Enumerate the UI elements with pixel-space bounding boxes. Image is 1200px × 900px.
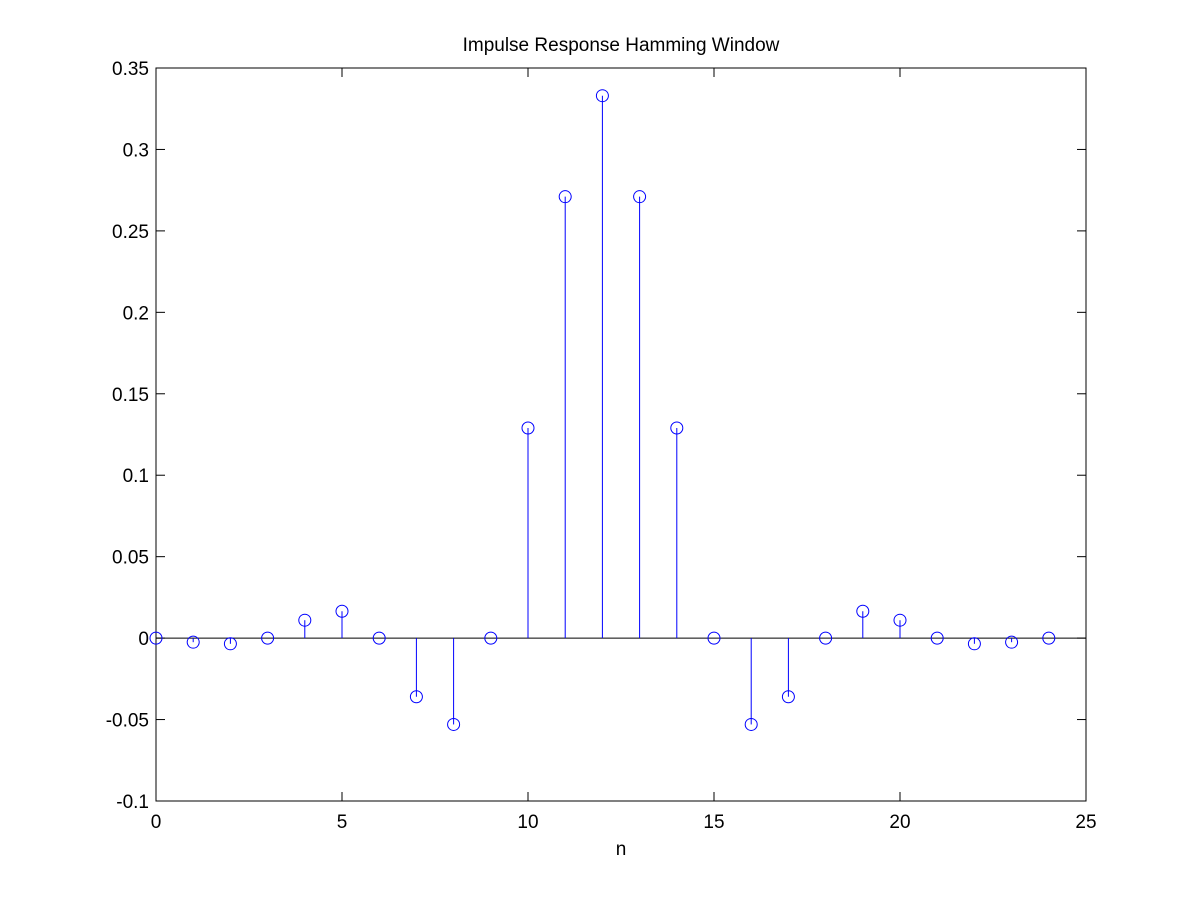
chart-title: Impulse Response Hamming Window: [463, 35, 780, 56]
stem-marker: [670, 421, 684, 435]
y-tick-label: 0.1: [123, 466, 149, 487]
stem-marker: [149, 631, 163, 645]
plot-area: [155, 67, 1087, 802]
stem-marker: [1042, 631, 1056, 645]
stem-marker: [595, 89, 609, 103]
stem-marker: [558, 190, 572, 204]
y-tick-label: 0: [138, 629, 149, 650]
stem-marker: [744, 717, 758, 731]
x-tick-label: 5: [337, 812, 348, 833]
stem-marker: [484, 631, 498, 645]
y-tick-label: 0.3: [123, 140, 149, 161]
y-tick-label: 0.05: [112, 548, 149, 569]
y-tick-label: 0.15: [112, 385, 149, 406]
y-tick-label: -0.05: [106, 711, 149, 732]
y-tick-label: -0.1: [116, 792, 149, 813]
stem-marker: [930, 631, 944, 645]
y-tick-label: 0.35: [112, 59, 149, 80]
stem-marker: [856, 604, 870, 618]
stem-marker: [335, 604, 349, 618]
stem-marker: [967, 637, 981, 651]
stem-marker: [298, 613, 312, 627]
stem-marker: [819, 631, 833, 645]
stem-marker: [223, 637, 237, 651]
stem-marker: [447, 717, 461, 731]
x-axis-label: n: [616, 839, 627, 860]
x-tick-label: 15: [703, 812, 724, 833]
stem-marker: [186, 635, 200, 649]
stem-marker: [261, 631, 275, 645]
x-tick-label: 10: [517, 812, 538, 833]
stem-marker: [521, 421, 535, 435]
stem-marker: [781, 690, 795, 704]
x-tick-label: 20: [889, 812, 910, 833]
x-tick-label: 25: [1075, 812, 1096, 833]
tick-labels-layer: 0 5 10 15 20 25 -0.1 -0.05 0 0.05 0.1 0.15 0.2 0.25 0.…: [106, 59, 1097, 833]
stem-marker: [633, 190, 647, 204]
stem-marker: [893, 613, 907, 627]
stem-marker: [372, 631, 386, 645]
stem-marker: [707, 631, 721, 645]
y-tick-label: 0.2: [123, 303, 149, 324]
stem-marker: [409, 690, 423, 704]
y-tick-label: 0.25: [112, 222, 149, 243]
stem-marker: [1005, 635, 1019, 649]
x-tick-label: 0: [151, 812, 162, 833]
stems-layer: [149, 89, 1056, 731]
